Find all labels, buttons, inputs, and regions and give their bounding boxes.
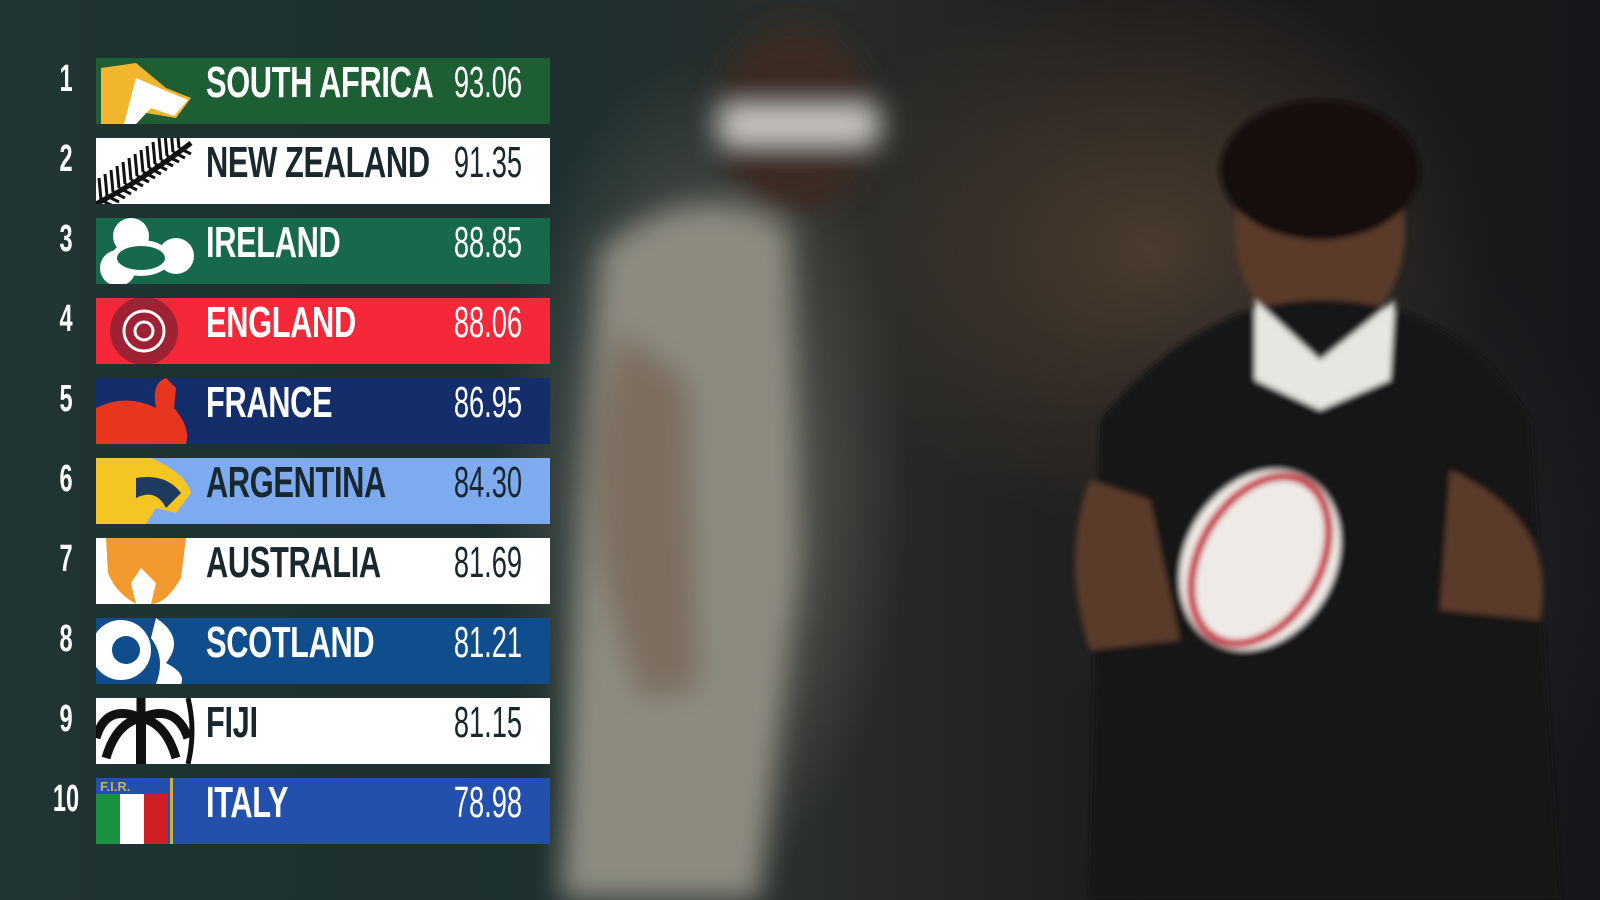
team-bar: FIJI 81.15 [96,698,550,764]
team-name: SOUTH AFRICA [206,58,434,107]
ranking-row: 5 FRANCE 86.95 [0,378,560,444]
thistle-icon [96,618,182,684]
palm-tree-icon [96,698,195,764]
rank-number: 9 [59,698,73,740]
team-name: SCOTLAND [206,618,375,667]
ranking-row: 10 F.I.R. ITALY 78.98 [0,778,560,844]
ranking-row: 7 AUSTRALIA 81.69 [0,538,560,604]
team-score: 84.30 [453,458,522,507]
rank-number: 10 [52,778,80,820]
ranking-row: 6 ARGENTINA 84.30 [0,458,560,524]
ranking-row: 2 NEW ZEALAND 91.35 [0,138,560,204]
team-name: AUSTRALIA [206,538,381,587]
team-bar: ARGENTINA 84.30 [96,458,550,524]
team-bar: SCOTLAND 81.21 [96,618,550,684]
team-score: 81.15 [453,698,522,747]
springbok-icon [101,63,191,124]
shamrock-icon [100,218,194,284]
team-score: 81.69 [453,538,522,587]
team-bar: ENGLAND 88.06 [96,298,550,364]
fir-shield-icon: F.I.R. [96,778,173,844]
team-score: 91.35 [453,138,522,187]
ranking-row: 8 SCOTLAND 81.21 [0,618,560,684]
jaguar-icon [96,458,191,524]
team-score: 88.06 [453,298,522,347]
rooster-icon [96,378,188,444]
rank-number: 5 [59,378,73,420]
team-name: ARGENTINA [206,458,386,507]
fir-logo-text: F.I.R. [100,779,130,794]
team-name: FIJI [206,698,258,747]
wallaby-icon [106,538,186,604]
team-name: FRANCE [206,378,333,427]
team-name: IRELAND [206,218,341,267]
rank-number: 4 [59,298,73,340]
team-name: ITALY [206,778,289,827]
team-name: NEW ZEALAND [206,138,430,187]
rank-number: 8 [59,618,73,660]
rank-number: 7 [59,538,73,580]
blurred-player-left [560,25,880,900]
team-bar: IRELAND 88.85 [96,218,550,284]
silver-fern-icon [96,138,193,204]
ranking-row: 9 FIJI 81.15 [0,698,560,764]
team-score: 88.85 [453,218,522,267]
rank-number: 3 [59,218,73,260]
ranking-row: 1 SOUTH AFRICA 93.06 [0,58,560,124]
team-bar: NEW ZEALAND 91.35 [96,138,550,204]
team-score: 78.98 [453,778,522,827]
team-score: 86.95 [453,378,522,427]
ranking-row: 3 IRELAND 88.85 [0,218,560,284]
player-right [1075,100,1560,900]
ranking-row: 4 ENGLAND 88.06 [0,298,560,364]
team-bar: FRANCE 86.95 [96,378,550,444]
team-bar: F.I.R. ITALY 78.98 [96,778,550,844]
team-name: ENGLAND [206,298,356,347]
team-bar: SOUTH AFRICA 93.06 [96,58,550,124]
rank-number: 2 [59,138,73,180]
team-score: 81.21 [453,618,522,667]
team-bar: AUSTRALIA 81.69 [96,538,550,604]
rank-number: 1 [59,58,73,100]
rose-icon [110,298,178,364]
team-score: 93.06 [453,58,522,107]
rank-number: 6 [59,458,73,500]
